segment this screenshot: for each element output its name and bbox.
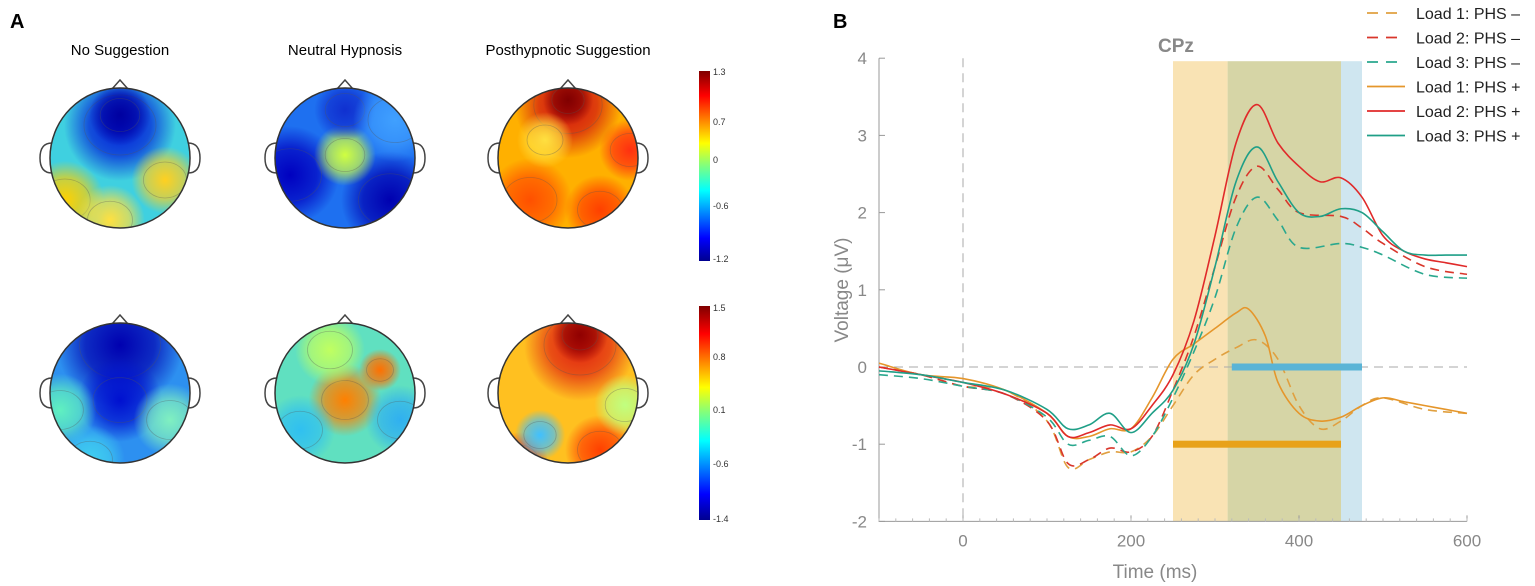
nose-icon [336,313,354,325]
colorbar-tick: 1.5 [713,303,726,313]
nose-icon [559,78,577,90]
ear-icon [635,377,649,409]
legend-label: Load 1: PHS – [1416,6,1520,23]
y-tick-label: 0 [858,358,867,377]
panel-a-label: A [10,11,24,33]
topoplot [264,78,426,229]
series-line [878,338,1468,471]
ear-icon [487,377,501,409]
y-tick-label: -2 [852,512,867,531]
significance-bar [1231,363,1362,371]
topoplot [39,313,201,464]
colorbar-tick: -1.4 [713,514,729,524]
ear-icon [487,142,501,174]
series-line [878,146,1468,434]
nose-icon [336,78,354,90]
time-window-shading [1227,61,1341,522]
ear-icon [264,142,278,174]
topoplot [487,78,649,229]
colorbar-tick: -1.2 [713,254,729,264]
nose-icon [559,313,577,325]
colorbar-tick: 0.7 [713,117,726,127]
colorbar-tick: -0.6 [713,459,729,469]
panel-b-label: B [833,11,847,33]
y-tick-label: 2 [858,204,867,223]
legend-label: Load 3: PHS – [1416,55,1520,72]
condition-title: No Suggestion [71,42,169,59]
y-tick-label: 3 [858,126,867,145]
colorbar-tick: 0 [713,155,718,165]
x-tick-label: 0 [958,531,967,550]
nose-icon [111,313,129,325]
legend-label: Load 1: PHS + [1416,80,1521,97]
colorbar-bottom [699,306,710,520]
ear-icon [39,142,53,174]
ear-icon [39,377,53,409]
ear-icon [412,377,426,409]
legend-label: Load 2: PHS – [1416,31,1520,48]
topoplot [264,313,426,464]
colorbar-tick: 0.1 [713,405,726,415]
topoplot [487,313,649,464]
ear-icon [635,142,649,174]
legend-label: Load 2: PHS + [1416,104,1521,121]
legend-label: Load 3: PHS + [1416,129,1521,146]
condition-title: Neutral Hypnosis [288,42,402,59]
legend: Load 1: PHS – Load 2: PHS – Load 3: PHS – L… [1367,6,1521,146]
x-tick-label: 400 [1285,531,1313,550]
erp-chart: -2 -1 0 1 2 3 4 0 200 400 600 [852,49,1481,550]
series-line [878,165,1468,467]
series-line [878,103,1468,439]
ear-icon [187,142,201,174]
colorbar-tick: 1.3 [713,67,726,77]
time-window-shading [1173,61,1228,522]
y-tick-label: 1 [858,281,867,300]
time-window-shading [1341,61,1362,522]
colorbar-tick: -0.6 [713,201,729,211]
series-line [878,196,1468,457]
topoplots [39,78,649,464]
y-tick-label: -1 [852,435,867,454]
ear-icon [412,142,426,174]
topoplot [39,78,201,229]
colorbar-tick: 0.8 [713,352,726,362]
colorbar-top [699,71,710,261]
x-axis-label: Time (ms) [1113,562,1198,583]
x-tick-label: 200 [1117,531,1145,550]
y-tick-label: 4 [858,49,867,68]
condition-title: Posthypnotic Suggestion [485,42,650,59]
ear-icon [264,377,278,409]
y-axis-label: Voltage (μV) [832,238,853,343]
significance-bar [1173,440,1341,448]
chart-title: CPz [1158,36,1194,57]
ear-icon [187,377,201,409]
x-tick-label: 600 [1453,531,1481,550]
nose-icon [111,78,129,90]
